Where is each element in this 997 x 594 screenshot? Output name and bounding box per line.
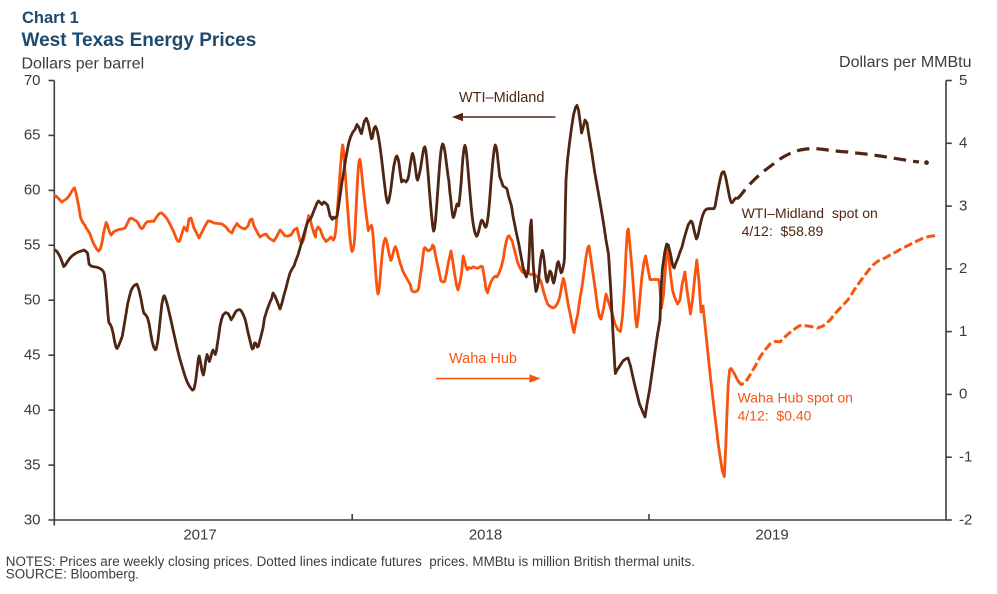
svg-text:4/12: $58.89: 4/12: $58.89 (742, 223, 824, 239)
svg-text:45: 45 (24, 347, 41, 364)
svg-text:West Texas Energy Prices: West Texas Energy Prices (22, 30, 257, 51)
svg-text:50: 50 (24, 292, 41, 309)
svg-text:35: 35 (24, 456, 41, 473)
svg-text:4/12: $0.40: 4/12: $0.40 (738, 408, 812, 424)
svg-text:-2: -2 (959, 511, 972, 528)
svg-text:0: 0 (959, 386, 967, 403)
svg-text:1: 1 (959, 323, 967, 340)
svg-text:Waha Hub spot on: Waha Hub spot on (738, 390, 853, 406)
svg-text:WTI–Midland: WTI–Midland (459, 90, 544, 106)
svg-text:4: 4 (959, 135, 967, 152)
svg-text:5: 5 (959, 72, 967, 89)
svg-text:2017: 2017 (183, 527, 216, 544)
svg-text:Chart 1: Chart 1 (22, 9, 79, 27)
svg-text:2: 2 (959, 260, 967, 277)
svg-text:30: 30 (24, 511, 41, 528)
svg-text:SOURCE: Bloomberg.: SOURCE: Bloomberg. (6, 567, 139, 582)
svg-text:2019: 2019 (755, 527, 788, 544)
svg-text:65: 65 (24, 127, 41, 144)
svg-text:55: 55 (24, 237, 41, 254)
svg-text:40: 40 (24, 401, 41, 418)
svg-text:Waha Hub: Waha Hub (449, 351, 517, 367)
svg-text:NOTES: Prices are weekly closi: NOTES: Prices are weekly closing prices.… (6, 554, 695, 569)
svg-text:Dollars per MMBtu: Dollars per MMBtu (839, 54, 971, 71)
svg-text:2018: 2018 (469, 527, 502, 544)
svg-text:-1: -1 (959, 449, 972, 466)
svg-text:60: 60 (24, 182, 41, 199)
svg-text:Dollars per barrel: Dollars per barrel (22, 55, 145, 72)
svg-text:70: 70 (24, 72, 41, 89)
svg-text:WTI–Midland spot on: WTI–Midland spot on (742, 205, 878, 221)
svg-text:3: 3 (959, 197, 967, 214)
